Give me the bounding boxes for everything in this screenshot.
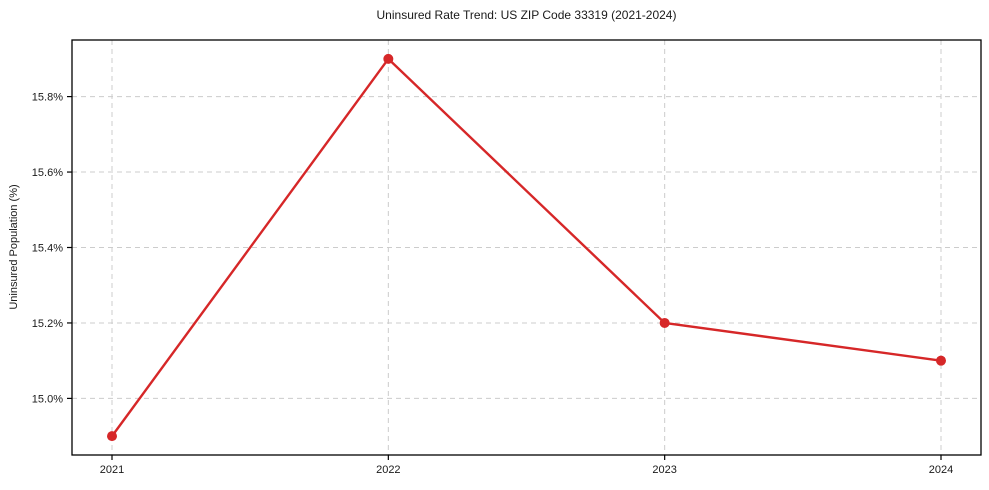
x-tick-label: 2024 (929, 464, 953, 476)
data-point (383, 53, 394, 64)
y-axis-label: Uninsured Population (%) (8, 184, 20, 310)
y-tick-label: 15.2% (32, 318, 63, 330)
y-tick-label: 15.6% (32, 167, 63, 179)
x-tick-label: 2022 (376, 464, 400, 476)
y-tick-label: 15.0% (32, 393, 63, 405)
x-tick-label: 2021 (100, 464, 124, 476)
chart-title: Uninsured Rate Trend: US ZIP Code 33319 … (376, 8, 677, 22)
y-tick-label: 15.8% (32, 92, 63, 104)
data-point (659, 317, 670, 328)
x-tick-label: 2023 (652, 464, 676, 476)
data-point (936, 355, 946, 366)
data-point (107, 431, 117, 442)
trend-line (110, 57, 943, 438)
y-tick-label: 15.4% (32, 243, 63, 255)
plot-frame (71, 39, 982, 456)
